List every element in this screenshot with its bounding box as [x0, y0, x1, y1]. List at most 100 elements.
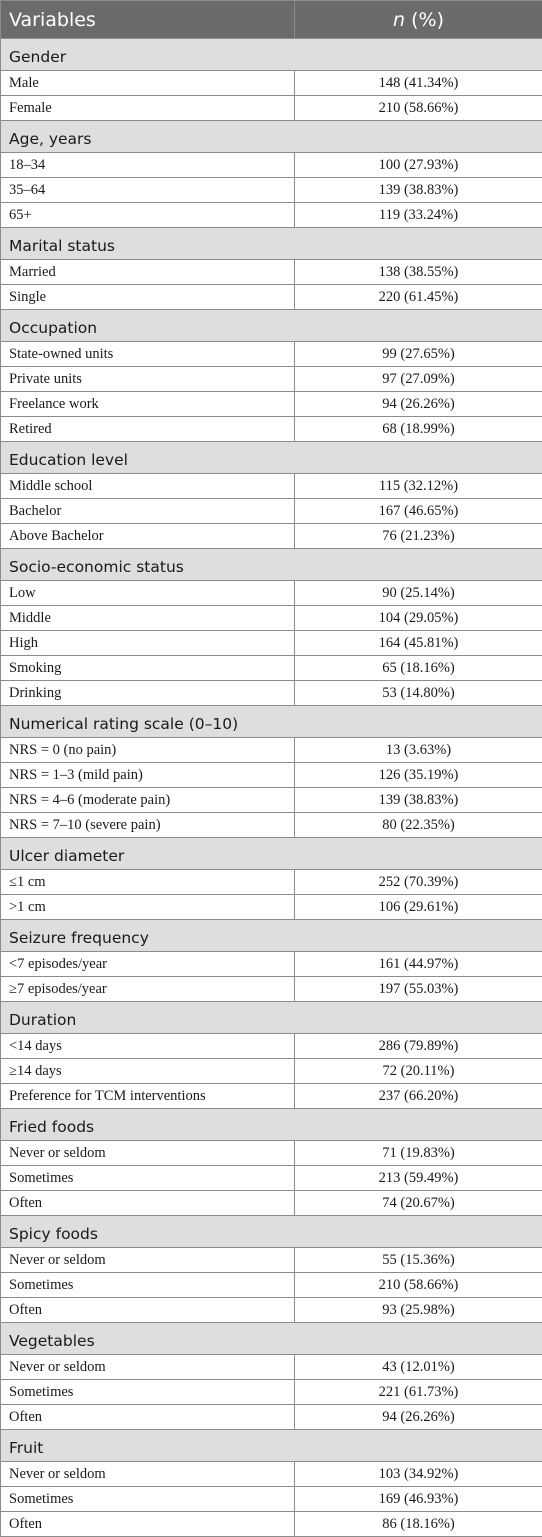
- row-value: 103 (34.92%): [295, 1462, 542, 1487]
- row-value: 43 (12.01%): [295, 1355, 542, 1380]
- section-header-row: Socio-economic status: [1, 549, 542, 581]
- header-n-percent: n (%): [295, 1, 542, 39]
- section-header-row: Education level: [1, 442, 542, 474]
- section-title: Numerical rating scale (0–10): [1, 706, 542, 738]
- row-label: Never or seldom: [1, 1462, 295, 1487]
- row-value: 68 (18.99%): [295, 417, 542, 442]
- row-value: 148 (41.34%): [295, 71, 542, 96]
- row-value: 221 (61.73%): [295, 1380, 542, 1405]
- section-title: Age, years: [1, 121, 542, 153]
- row-label: NRS = 1–3 (mild pain): [1, 763, 295, 788]
- section-title: Education level: [1, 442, 542, 474]
- table-row: NRS = 0 (no pain)13 (3.63%): [1, 738, 542, 763]
- row-label: Sometimes: [1, 1380, 295, 1405]
- row-label: Single: [1, 285, 295, 310]
- table-row: NRS = 7–10 (severe pain)80 (22.35%): [1, 813, 542, 838]
- row-label: Bachelor: [1, 499, 295, 524]
- row-value: 252 (70.39%): [295, 870, 542, 895]
- row-label: High: [1, 631, 295, 656]
- row-label: Sometimes: [1, 1273, 295, 1298]
- row-value: 139 (38.83%): [295, 178, 542, 203]
- row-value: 104 (29.05%): [295, 606, 542, 631]
- row-label: NRS = 4–6 (moderate pain): [1, 788, 295, 813]
- row-value: 80 (22.35%): [295, 813, 542, 838]
- row-label: Often: [1, 1298, 295, 1323]
- row-value: 161 (44.97%): [295, 952, 542, 977]
- row-value: 76 (21.23%): [295, 524, 542, 549]
- row-label: Private units: [1, 367, 295, 392]
- row-label: Female: [1, 96, 295, 121]
- row-label: 65+: [1, 203, 295, 228]
- row-label: Often: [1, 1405, 295, 1430]
- row-value: 72 (20.11%): [295, 1059, 542, 1084]
- header-n: n: [393, 9, 405, 31]
- section-title: Gender: [1, 39, 542, 71]
- row-value: 197 (55.03%): [295, 977, 542, 1002]
- row-value: 99 (27.65%): [295, 342, 542, 367]
- header-percent: (%): [405, 9, 444, 31]
- section-title: Seizure frequency: [1, 920, 542, 952]
- row-value: 126 (35.19%): [295, 763, 542, 788]
- row-label: Freelance work: [1, 392, 295, 417]
- section-header-row: Occupation: [1, 310, 542, 342]
- row-label: Preference for TCM interventions: [1, 1084, 295, 1109]
- section-title: Duration: [1, 1002, 542, 1034]
- section-title: Vegetables: [1, 1323, 542, 1355]
- section-header-row: Gender: [1, 39, 542, 71]
- section-header-row: Age, years: [1, 121, 542, 153]
- row-label: ≥14 days: [1, 1059, 295, 1084]
- section-header-row: Vegetables: [1, 1323, 542, 1355]
- row-value: 210 (58.66%): [295, 1273, 542, 1298]
- section-header-row: Spicy foods: [1, 1216, 542, 1248]
- section-title: Occupation: [1, 310, 542, 342]
- section-header-row: Ulcer diameter: [1, 838, 542, 870]
- section-header-row: Fried foods: [1, 1109, 542, 1141]
- row-value: 53 (14.80%): [295, 681, 542, 706]
- table-row: 65+119 (33.24%): [1, 203, 542, 228]
- row-label: NRS = 0 (no pain): [1, 738, 295, 763]
- row-value: 213 (59.49%): [295, 1166, 542, 1191]
- row-value: 90 (25.14%): [295, 581, 542, 606]
- row-label: State-owned units: [1, 342, 295, 367]
- section-header-row: Marital status: [1, 228, 542, 260]
- row-label: Sometimes: [1, 1166, 295, 1191]
- row-label: Never or seldom: [1, 1248, 295, 1273]
- row-label: Middle school: [1, 474, 295, 499]
- row-value: 139 (38.83%): [295, 788, 542, 813]
- section-header-row: Fruit: [1, 1430, 542, 1462]
- row-label: <7 episodes/year: [1, 952, 295, 977]
- header-variables: Variables: [1, 1, 295, 39]
- row-value: 237 (66.20%): [295, 1084, 542, 1109]
- row-value: 65 (18.16%): [295, 656, 542, 681]
- row-value: 71 (19.83%): [295, 1141, 542, 1166]
- section-title: Fruit: [1, 1430, 542, 1462]
- section-title: Marital status: [1, 228, 542, 260]
- section-title: Spicy foods: [1, 1216, 542, 1248]
- row-value: 220 (61.45%): [295, 285, 542, 310]
